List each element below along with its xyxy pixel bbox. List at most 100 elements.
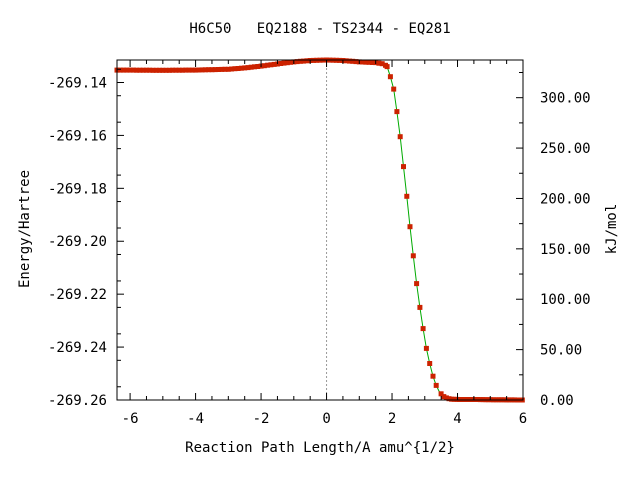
data-point [147, 67, 153, 73]
data-point [407, 224, 413, 230]
data-point [206, 67, 212, 73]
data-point [170, 67, 176, 73]
data-point [183, 67, 189, 73]
data-point [189, 67, 195, 73]
data-point [180, 67, 185, 73]
data-point [379, 61, 385, 67]
data-point [232, 66, 238, 72]
data-point [360, 59, 366, 65]
data-point [278, 61, 284, 66]
x-tick-label: 2 [388, 411, 396, 427]
data-point [202, 67, 208, 73]
data-point [353, 59, 359, 65]
data-point [229, 66, 235, 72]
data-point [376, 60, 382, 66]
data-point [414, 281, 420, 287]
data-point [417, 304, 423, 310]
y-tick-labels: -269.14 -269.16 -269.18 -269.20 -269.22 -269.… [48, 75, 107, 409]
data-point [449, 396, 455, 402]
axis-ticks [117, 60, 524, 401]
y-tick-label: -269.18 [48, 181, 107, 197]
y2-tick-label: 150.00 [540, 242, 591, 258]
y-tick-label: -269.16 [48, 128, 107, 144]
data-point [423, 345, 429, 351]
data-point [288, 59, 293, 65]
data-point [163, 67, 169, 73]
data-point [127, 67, 133, 73]
data-point [176, 67, 182, 73]
data-point [242, 65, 248, 71]
data-point [366, 59, 372, 65]
data-point [384, 64, 390, 70]
data-point [391, 86, 397, 92]
data-point [443, 395, 449, 401]
data-point [199, 67, 205, 73]
data-point [451, 396, 457, 402]
data-point [144, 67, 149, 73]
y-tick-label: -269.26 [48, 393, 107, 409]
data-point [166, 67, 172, 73]
x-tick-label: -4 [187, 411, 204, 427]
y2-tick-label: 50.00 [540, 343, 582, 359]
data-point [441, 394, 447, 400]
data-point [454, 396, 460, 402]
data-point [248, 64, 254, 70]
data-point [271, 61, 277, 67]
y2-tick-labels: 300.00 250.00 200.00 150.00 100.00 50.00 0.00 [540, 91, 591, 409]
energy-profile-line [116, 59, 524, 401]
data-point [438, 391, 444, 397]
x-tick-labels: -6 -4 -2 0 2 4 6 [122, 411, 528, 427]
data-point [369, 60, 375, 65]
data-point [160, 67, 166, 73]
y-tick-label: -269.20 [48, 234, 107, 250]
data-point [427, 361, 433, 366]
data-point [294, 59, 300, 65]
data-point [350, 58, 356, 64]
data-point [235, 66, 241, 71]
data-point [137, 67, 143, 73]
data-point [430, 373, 436, 379]
data-point [173, 67, 179, 73]
data-point [255, 64, 261, 69]
data-point [130, 67, 136, 73]
data-point [268, 62, 274, 68]
data-point [410, 253, 416, 259]
data-point [301, 58, 307, 64]
y2-tick-label: 300.00 [540, 91, 591, 107]
data-point [304, 58, 310, 64]
data-point [394, 109, 400, 115]
y2-tick-label: 100.00 [540, 292, 591, 308]
data-point [343, 58, 349, 64]
data-point [134, 67, 140, 73]
chart-title: H6C50 EQ2188 - TS2344 - EQ281 [189, 21, 450, 37]
data-point [212, 67, 218, 73]
x-tick-label: 6 [519, 411, 527, 427]
y-tick-label: -269.22 [48, 287, 107, 303]
data-point [433, 382, 439, 388]
data-point [265, 62, 271, 68]
data-point [245, 65, 251, 71]
data-point [363, 59, 369, 65]
data-point [222, 66, 228, 72]
y-tick-label: -269.14 [48, 75, 107, 91]
data-point [297, 58, 303, 64]
data-point [252, 64, 257, 70]
x-axis-label: Reaction Path Length/A amu^{1/2} [185, 440, 455, 456]
data-point [121, 67, 126, 73]
data-point [140, 67, 146, 73]
data-point [193, 67, 199, 73]
data-point [284, 60, 290, 66]
data-point [225, 66, 231, 72]
plot-frame [116, 59, 524, 401]
y2-axis-label: kJ/mol [604, 204, 620, 255]
data-point [124, 67, 130, 73]
series-line [116, 59, 524, 401]
data-point [219, 66, 225, 72]
data-point [404, 193, 410, 199]
data-point [238, 65, 244, 71]
data-point [261, 63, 267, 69]
data-point [397, 134, 403, 140]
data-point [209, 67, 215, 73]
x-tick-label: 0 [322, 411, 330, 427]
